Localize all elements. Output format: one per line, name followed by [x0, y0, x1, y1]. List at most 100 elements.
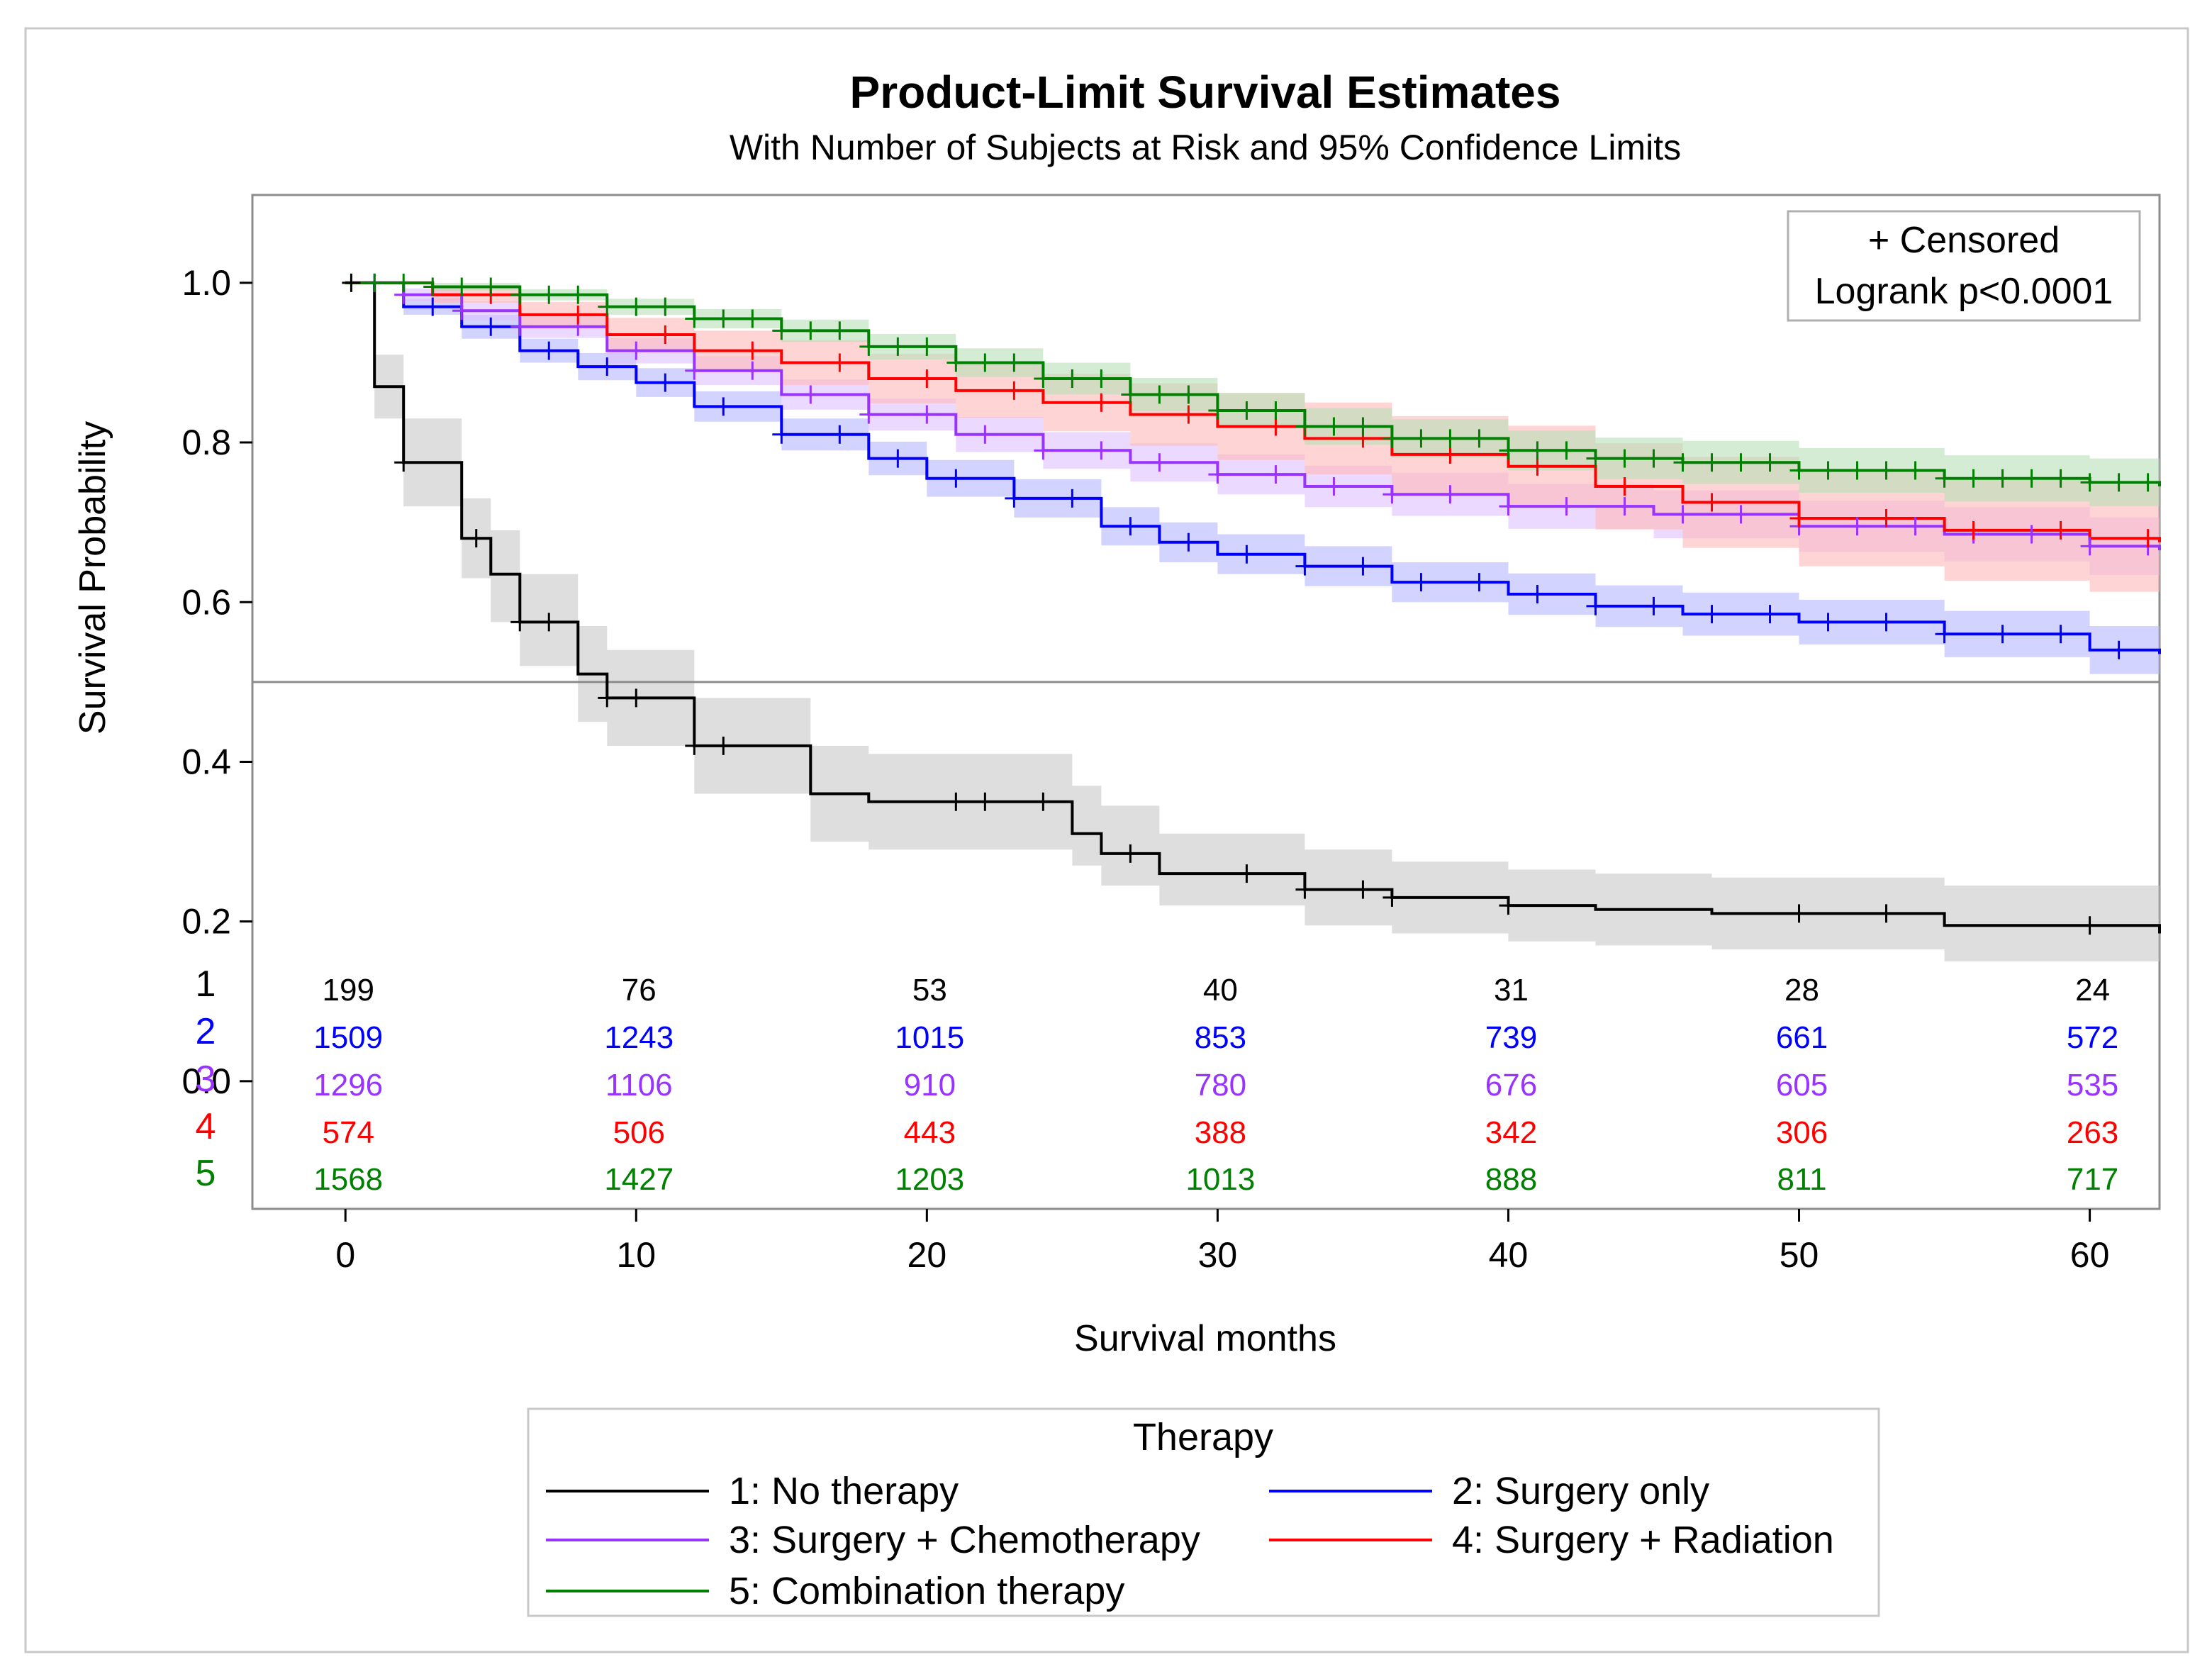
risk-row-label-2: 2	[196, 1011, 216, 1052]
x-tick-label-10: 10	[616, 1235, 656, 1275]
risk-count-5-30: 1013	[1185, 1162, 1255, 1197]
confidence-band-5	[345, 282, 2160, 511]
censor-mark-3-26	[1906, 517, 1925, 536]
censor-mark-3-1	[452, 301, 471, 320]
legend-label-3: 3: Surgery + Chemotherapy	[729, 1519, 1200, 1561]
risk-count-3-30: 780	[1195, 1068, 1246, 1103]
censor-mark-2-10	[946, 469, 966, 488]
censor-mark-2-3	[540, 341, 559, 360]
censor-mark-1-8	[714, 736, 733, 755]
censor-mark-3-2	[510, 317, 530, 336]
censor-mark-1-2	[467, 529, 486, 548]
censor-mark-1-4	[540, 613, 559, 632]
confidence-band-1	[345, 282, 2160, 970]
at-risk-table: 1 199 76 53 40 31 28 242 1509 1243 1015 853 739 661 57…	[196, 964, 2119, 1197]
censor-mark-5-52	[1877, 461, 1896, 480]
risk-row-label-1: 1	[196, 964, 216, 1005]
censor-mark-5-17	[859, 337, 878, 356]
risk-count-4-30: 388	[1195, 1115, 1246, 1150]
censor-mark-3-9	[917, 405, 937, 424]
censor-mark-2-2	[481, 317, 501, 336]
censor-mark-5-1	[394, 273, 413, 292]
censor-mark-2-21	[1586, 596, 1605, 615]
legend-label-1: 1: No therapy	[729, 1470, 959, 1512]
inset-logrank-label: Logrank p<0.0001	[1815, 271, 2113, 312]
censor-mark-3-13	[1150, 453, 1169, 472]
risk-count-1-0: 199	[323, 973, 374, 1008]
censor-mark-5-47	[1731, 453, 1750, 472]
censor-mark-5-50	[1819, 461, 1838, 480]
censor-mark-4-5	[917, 369, 937, 388]
legend-label-2: 2: Surgery only	[1452, 1470, 1709, 1512]
censor-mark-5-9	[627, 297, 646, 316]
censor-mark-3-11	[1034, 441, 1053, 460]
risk-count-2-50: 661	[1776, 1020, 1828, 1055]
risk-count-4-40: 342	[1485, 1115, 1537, 1150]
censor-mark-3-8	[859, 405, 878, 424]
inset-box: + Censored Logrank p<0.0001	[1787, 210, 2141, 322]
censor-mark-5-27	[1150, 385, 1169, 404]
censor-mark-5-29	[1208, 401, 1227, 420]
censor-mark-4-16	[1877, 509, 1896, 528]
chart-title: Product-Limit Survival Estimates	[850, 67, 1561, 118]
censor-mark-1-18	[1789, 904, 1809, 923]
censor-mark-5-32	[1295, 417, 1314, 436]
censor-mark-1-20	[2080, 916, 2099, 935]
censor-mark-5-57	[2022, 469, 2041, 488]
censor-mark-5-14	[772, 321, 791, 340]
censor-mark-2-11	[1005, 489, 1024, 508]
censor-mark-3-14	[1208, 465, 1227, 484]
censor-mark-2-25	[1819, 613, 1838, 632]
censor-mark-4-6	[1005, 381, 1024, 400]
censor-mark-4-7	[1092, 393, 1111, 412]
censor-mark-5-24	[1063, 369, 1082, 388]
censor-mark-1-16	[1382, 888, 1402, 907]
censor-mark-2-14	[1179, 532, 1198, 552]
x-axis-ticks: 0 10 20 30 40 50 60	[335, 1209, 2109, 1275]
censor-mark-4-13	[1615, 476, 1634, 496]
censor-mark-3-17	[1382, 485, 1402, 504]
y-axis-ticks: 0.0 0.2 0.4 0.6 0.8 1.0	[181, 263, 252, 1101]
y-tick-label-0.6: 0.6	[181, 582, 231, 622]
censor-mark-5-49	[1789, 461, 1809, 480]
censor-mark-2-16	[1295, 557, 1314, 576]
censor-mark-1-5	[598, 688, 617, 708]
y-tick-label-0.4: 0.4	[181, 742, 231, 781]
censor-mark-1-10	[976, 792, 995, 811]
censor-mark-2-27	[1935, 625, 1954, 644]
censor-mark-3-7	[801, 385, 820, 404]
risk-count-1-60: 24	[2075, 973, 2110, 1008]
legend-label-4: 4: Surgery + Radiation	[1452, 1519, 1834, 1561]
censor-mark-5-7	[569, 285, 588, 304]
censor-mark-3-21	[1615, 497, 1634, 516]
censor-mark-4-4	[830, 353, 849, 372]
censor-mark-4-15	[1789, 509, 1809, 528]
risk-count-2-20: 1015	[895, 1020, 964, 1055]
risk-count-3-40: 676	[1485, 1068, 1537, 1103]
censor-mark-3-10	[976, 425, 995, 444]
censor-mark-5-60	[2109, 473, 2128, 492]
censor-mark-1-12	[1121, 844, 1140, 863]
censor-mark-4-19	[2138, 529, 2157, 548]
censor-mark-1-9	[946, 792, 966, 811]
risk-count-1-10: 76	[622, 973, 657, 1008]
censor-mark-1-11	[1034, 792, 1053, 811]
censor-mark-1-0	[342, 273, 361, 292]
legend-title: Therapy	[1133, 1416, 1273, 1458]
censor-mark-4-12	[1528, 457, 1547, 476]
censor-mark-3-29	[2080, 537, 2099, 556]
censor-mark-5-55	[1964, 469, 1983, 488]
risk-count-5-10: 1427	[604, 1162, 674, 1197]
censor-marks	[342, 273, 2157, 935]
censor-mark-2-13	[1121, 517, 1140, 536]
censor-mark-3-28	[2022, 525, 2041, 544]
risk-count-4-0: 574	[323, 1115, 374, 1150]
censor-mark-1-13	[1237, 864, 1256, 883]
censor-mark-5-6	[540, 285, 559, 304]
censor-mark-5-3	[452, 277, 471, 296]
censor-mark-4-17	[1964, 520, 1983, 540]
x-tick-label-30: 30	[1198, 1235, 1238, 1275]
risk-row-label-3: 3	[196, 1059, 216, 1100]
censor-mark-5-26	[1121, 385, 1140, 404]
